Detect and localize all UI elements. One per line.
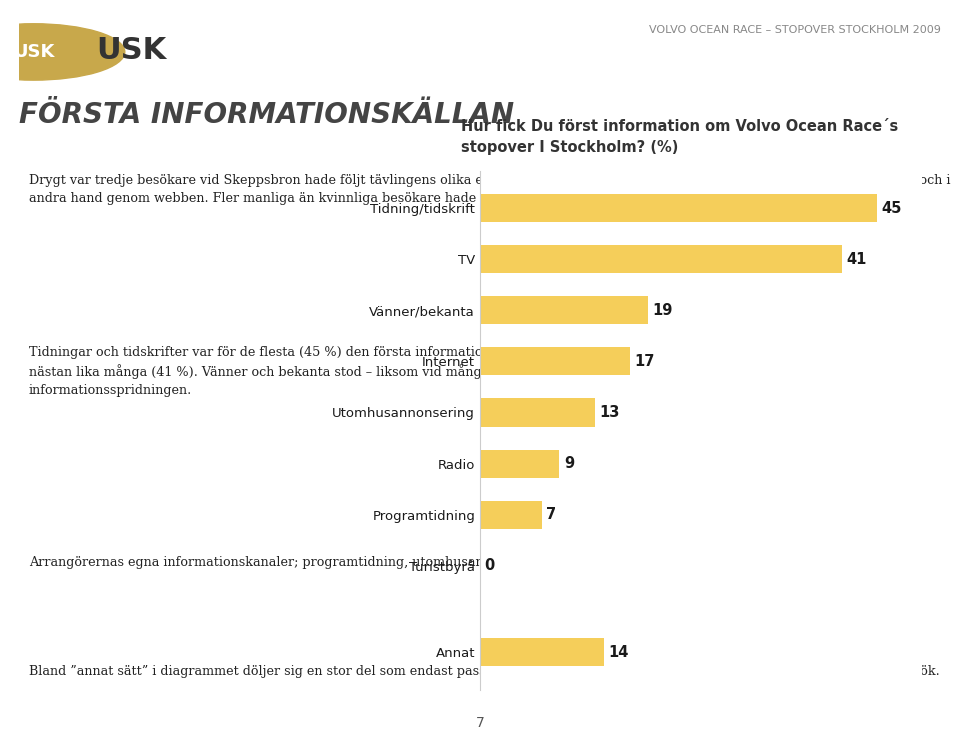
Text: 7: 7 bbox=[546, 507, 557, 522]
Text: 19: 19 bbox=[652, 303, 673, 318]
Text: Arrangörernas egna informationskanaler; programtidning, utomhusannonsering och w: Arrangörernas egna informationskanaler; … bbox=[29, 554, 852, 569]
Text: FÖRSTA INFORMATIONSKÄLLAN: FÖRSTA INFORMATIONSKÄLLAN bbox=[19, 101, 515, 129]
Text: 17: 17 bbox=[635, 354, 655, 369]
Text: USK: USK bbox=[12, 43, 55, 61]
Text: Tidningar och tidskrifter var för de flesta (45 %) den första informationskällan: Tidningar och tidskrifter var för de fle… bbox=[29, 346, 913, 397]
Circle shape bbox=[0, 24, 125, 80]
Bar bbox=[480, 450, 560, 478]
Bar bbox=[480, 638, 604, 666]
Text: 9: 9 bbox=[564, 456, 574, 471]
Text: 14: 14 bbox=[608, 645, 629, 660]
Text: 41: 41 bbox=[847, 252, 867, 267]
Text: 45: 45 bbox=[882, 201, 902, 216]
Bar bbox=[480, 246, 842, 273]
Text: VOLVO OCEAN RACE – STOPOVER STOCKHOLM 2009: VOLVO OCEAN RACE – STOPOVER STOCKHOLM 20… bbox=[649, 24, 941, 35]
Text: Drygt var tredje besökare vid Skeppsbron hade följt tävlingens olika etapper sed: Drygt var tredje besökare vid Skeppsbron… bbox=[29, 174, 950, 205]
Text: USK: USK bbox=[96, 36, 166, 65]
Bar bbox=[480, 501, 541, 528]
Bar bbox=[480, 347, 630, 375]
Bar bbox=[480, 398, 595, 427]
Text: Hur fick Du först information om Volvo Ocean Race´s
stopover I Stockholm? (%): Hur fick Du först information om Volvo O… bbox=[461, 119, 898, 155]
Bar bbox=[480, 194, 877, 223]
Text: 13: 13 bbox=[599, 405, 619, 420]
Text: 0: 0 bbox=[485, 558, 494, 573]
Text: Bland ”annat sätt” i diagrammet döljer sig en stor del som endast passerat förbi: Bland ”annat sätt” i diagrammet döljer s… bbox=[29, 663, 940, 677]
Bar bbox=[480, 296, 648, 324]
Text: 7: 7 bbox=[475, 717, 485, 730]
